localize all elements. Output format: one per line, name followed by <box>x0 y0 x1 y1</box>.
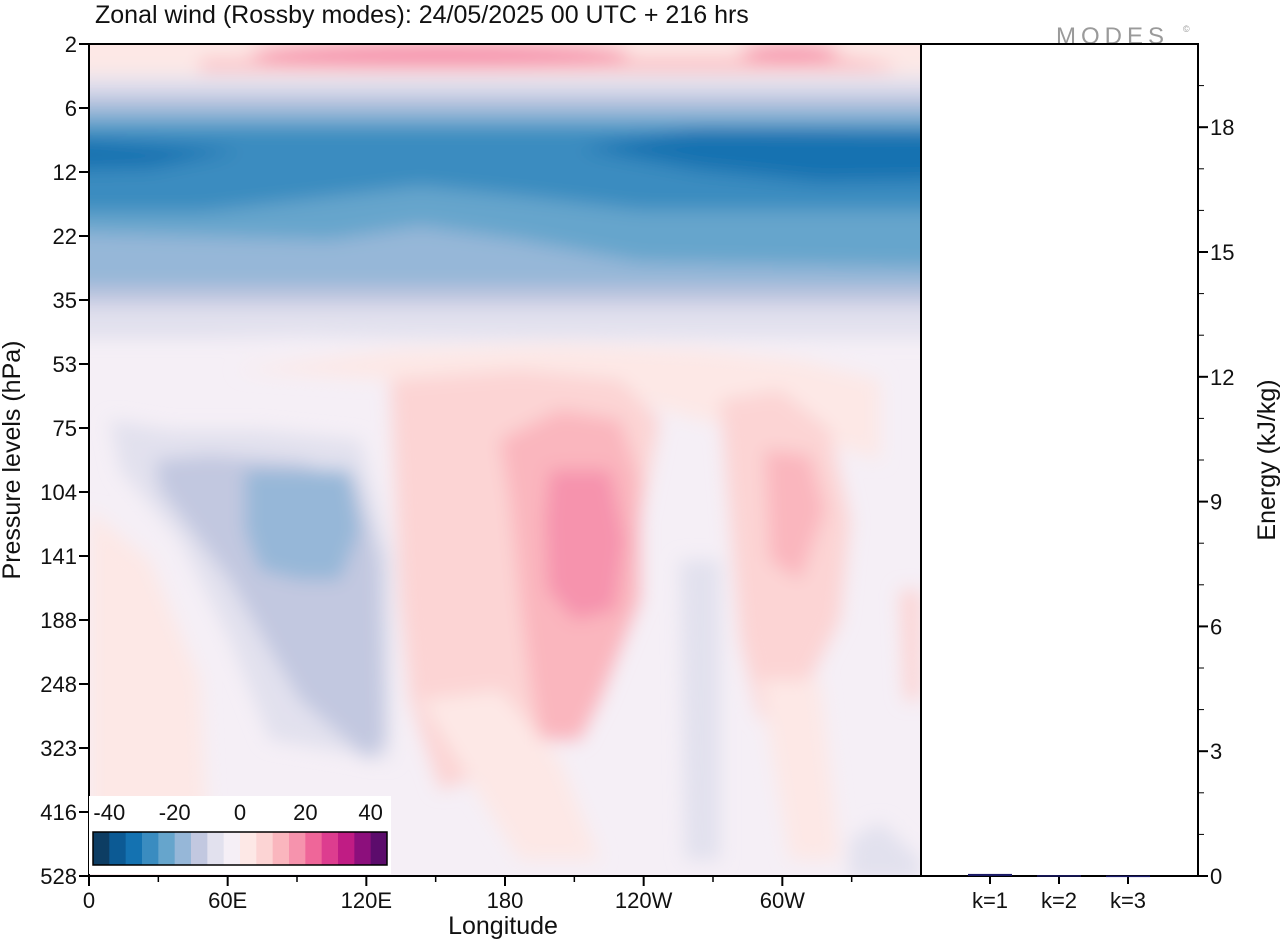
energy-tick-label: 0 <box>1210 864 1222 889</box>
colorbar-swatch <box>272 832 290 865</box>
colorbar-swatch <box>223 832 241 865</box>
energy-tick-label: 9 <box>1210 490 1222 515</box>
energy-tick-label: 3 <box>1210 739 1222 764</box>
colorbar-swatch <box>305 832 323 865</box>
bar-category-label: k=2 <box>1041 888 1077 913</box>
energy-tick-label: 6 <box>1210 614 1222 639</box>
energy-panel-frame <box>920 43 1199 877</box>
pressure-tick-label: 35 <box>53 288 77 313</box>
colorbar-swatch <box>125 832 143 865</box>
brand-mark: © <box>1183 24 1190 34</box>
colorbar-swatch <box>142 832 159 865</box>
longitude-axis: 0 60E 120E 180 120W 60W <box>83 876 853 913</box>
longitude-tick-label: 60E <box>208 888 247 913</box>
pressure-tick-label: 104 <box>40 480 77 505</box>
longitude-tick-label: 120W <box>615 888 673 913</box>
colorbar-swatch <box>240 832 257 865</box>
pressure-tick-label: 2 <box>65 32 77 57</box>
energy-tick-label: 18 <box>1210 115 1234 140</box>
chart-title: Zonal wind (Rossby modes): 24/05/2025 00… <box>95 1 749 29</box>
colorbar-tick-label: 0 <box>234 800 246 825</box>
colorbar-swatch <box>158 832 176 865</box>
colorbar-swatch <box>338 832 355 865</box>
energy-bars: k=1 k=2 k=3 <box>968 873 1150 913</box>
colorbar-tick-label: -20 <box>159 800 191 825</box>
pressure-tick-label: 22 <box>53 224 77 249</box>
colorbar-frame <box>92 831 388 866</box>
longitude-tick-label: 120E <box>341 888 392 913</box>
colorbar-swatch <box>109 832 127 865</box>
colorbar: -40 -20 0 20 40 <box>89 796 391 874</box>
energy-axis: 0 3 6 9 12 15 18 <box>1198 85 1234 889</box>
pressure-tick-label: 188 <box>40 608 77 633</box>
pressure-tick-label: 12 <box>53 160 77 185</box>
energy-bar-k=2 <box>1037 875 1081 877</box>
colorbar-swatch <box>370 832 388 865</box>
longitude-tick-label: 60W <box>760 888 805 913</box>
bar-category-label: k=1 <box>972 888 1008 913</box>
pressure-tick-label: 53 <box>53 352 77 377</box>
colorbar-swatch <box>256 832 274 865</box>
colorbar-swatch <box>354 832 372 865</box>
colorbar-swatch <box>191 832 208 865</box>
longitude-tick-label: 180 <box>487 888 524 913</box>
pressure-tick-label: 75 <box>53 416 77 441</box>
colorbar-swatch <box>174 832 192 865</box>
pressure-tick-label: 6 <box>65 96 77 121</box>
pressure-tick-label: 416 <box>40 800 77 825</box>
x-axis-label: Longitude <box>448 912 558 940</box>
contour-field <box>89 44 921 876</box>
energy-bar-k=1 <box>968 873 1012 876</box>
pressure-tick-label: 248 <box>40 672 77 697</box>
pressure-tick-label: 528 <box>40 864 77 889</box>
colorbar-swatch <box>93 832 110 865</box>
y-axis-label: Pressure levels (hPa) <box>0 341 26 580</box>
colorbar-tick-label: 40 <box>358 800 382 825</box>
colorbar-swatch <box>207 832 225 865</box>
bar-category-label: k=3 <box>1110 888 1146 913</box>
colorbar-tick-label: 20 <box>293 800 317 825</box>
longitude-tick-label: 0 <box>83 888 95 913</box>
colorbar-swatch <box>289 832 306 865</box>
energy-tick-label: 12 <box>1210 365 1234 390</box>
pressure-axis: 2 6 12 22 35 53 75 104 141 188 248 323 416 528 <box>40 32 89 889</box>
energy-bar-k=3 <box>1106 875 1150 878</box>
colorbar-swatch <box>321 832 339 865</box>
pressure-tick-label: 323 <box>40 736 77 761</box>
pressure-tick-label: 141 <box>40 544 77 569</box>
energy-tick-label: 15 <box>1210 240 1234 265</box>
energy-axis-label: Energy (kJ/kg) <box>1253 379 1280 540</box>
colorbar-tick-label: -40 <box>93 800 125 825</box>
